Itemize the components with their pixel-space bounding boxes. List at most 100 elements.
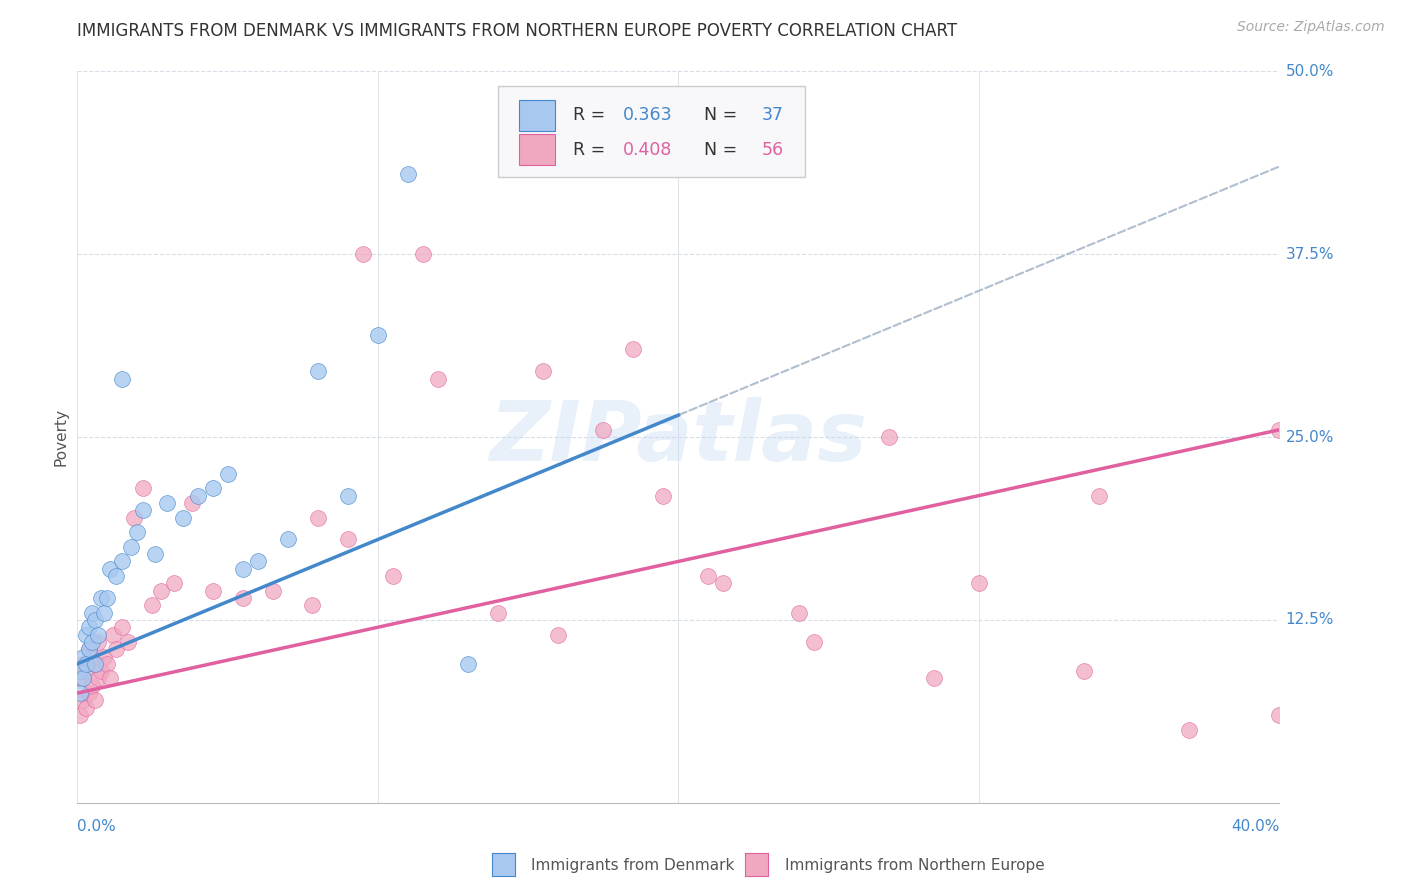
Text: N =: N = [693, 141, 742, 159]
Point [277, 533, 299, 547]
Point [69, 686, 91, 700]
Point [132, 481, 155, 495]
Point [787, 606, 810, 620]
Point [72, 672, 94, 686]
Point [336, 489, 359, 503]
Point [120, 540, 142, 554]
Point [90, 591, 112, 605]
Point [96, 657, 118, 671]
Point [79, 642, 101, 657]
Text: 37.5%: 37.5% [1285, 247, 1334, 261]
Point [457, 657, 479, 671]
Point [75, 700, 97, 714]
Point [396, 167, 419, 181]
Text: Immigrants from Denmark: Immigrants from Denmark [531, 858, 735, 872]
Point [336, 533, 359, 547]
Point [72, 657, 94, 671]
Point [75, 657, 97, 671]
FancyBboxPatch shape [498, 86, 804, 178]
Point [1088, 489, 1111, 503]
Point [69, 672, 91, 686]
Point [412, 247, 434, 261]
Point [96, 591, 118, 605]
Point [82, 649, 104, 664]
Bar [519, 100, 554, 130]
Point [84, 693, 107, 707]
Point [75, 664, 97, 678]
Point [75, 627, 97, 641]
Point [367, 327, 389, 342]
Point [72, 649, 94, 664]
Point [100, 672, 122, 686]
Point [1178, 723, 1201, 737]
Text: Immigrants from Northern Europe: Immigrants from Northern Europe [785, 858, 1045, 872]
Text: 50.0%: 50.0% [1285, 64, 1334, 78]
Point [150, 583, 173, 598]
Point [117, 635, 139, 649]
Point [201, 481, 224, 495]
Text: R =: R = [572, 141, 610, 159]
Text: 25.0%: 25.0% [1285, 430, 1334, 444]
Point [69, 664, 91, 678]
Point [111, 554, 134, 568]
Point [427, 371, 450, 385]
Text: Source: ZipAtlas.com: Source: ZipAtlas.com [1237, 20, 1385, 34]
Text: IMMIGRANTS FROM DENMARK VS IMMIGRANTS FROM NORTHERN EUROPE POVERTY CORRELATION C: IMMIGRANTS FROM DENMARK VS IMMIGRANTS FR… [77, 22, 957, 40]
Point [592, 423, 614, 437]
Bar [519, 135, 554, 165]
Text: R =: R = [572, 106, 610, 124]
Point [141, 599, 163, 613]
Point [105, 569, 128, 583]
Point [84, 613, 107, 627]
Point [547, 627, 569, 641]
Text: ZIPatlas: ZIPatlas [489, 397, 868, 477]
Text: N =: N = [693, 106, 742, 124]
Text: 12.5%: 12.5% [1285, 613, 1334, 627]
Point [84, 657, 107, 671]
Point [87, 627, 110, 641]
Text: 56: 56 [761, 141, 783, 159]
Point [486, 606, 509, 620]
Point [172, 510, 194, 524]
Point [105, 642, 128, 657]
Point [531, 364, 554, 378]
Point [262, 583, 284, 598]
Point [1268, 708, 1291, 723]
Point [100, 562, 122, 576]
Point [162, 576, 184, 591]
Point [111, 371, 134, 385]
Point [132, 503, 155, 517]
Point [1073, 664, 1095, 678]
Point [79, 686, 101, 700]
Point [232, 591, 254, 605]
Point [1268, 423, 1291, 437]
Point [87, 635, 110, 649]
Point [307, 510, 329, 524]
Point [217, 467, 239, 481]
Point [79, 620, 101, 634]
Point [713, 576, 735, 591]
Point [201, 583, 224, 598]
Point [79, 642, 101, 657]
Text: 40.0%: 40.0% [1232, 819, 1279, 834]
Point [652, 489, 675, 503]
Point [307, 364, 329, 378]
Point [877, 430, 900, 444]
Point [69, 708, 91, 723]
Point [803, 635, 825, 649]
Point [84, 657, 107, 671]
Point [82, 679, 104, 693]
Text: 37: 37 [761, 106, 783, 124]
Point [352, 247, 374, 261]
Point [156, 496, 179, 510]
Point [87, 672, 110, 686]
Point [922, 672, 945, 686]
Point [381, 569, 404, 583]
Point [82, 606, 104, 620]
Point [103, 627, 125, 641]
Y-axis label: Poverty: Poverty [53, 408, 69, 467]
Point [93, 649, 115, 664]
Point [145, 547, 167, 561]
Point [82, 635, 104, 649]
Point [967, 576, 990, 591]
